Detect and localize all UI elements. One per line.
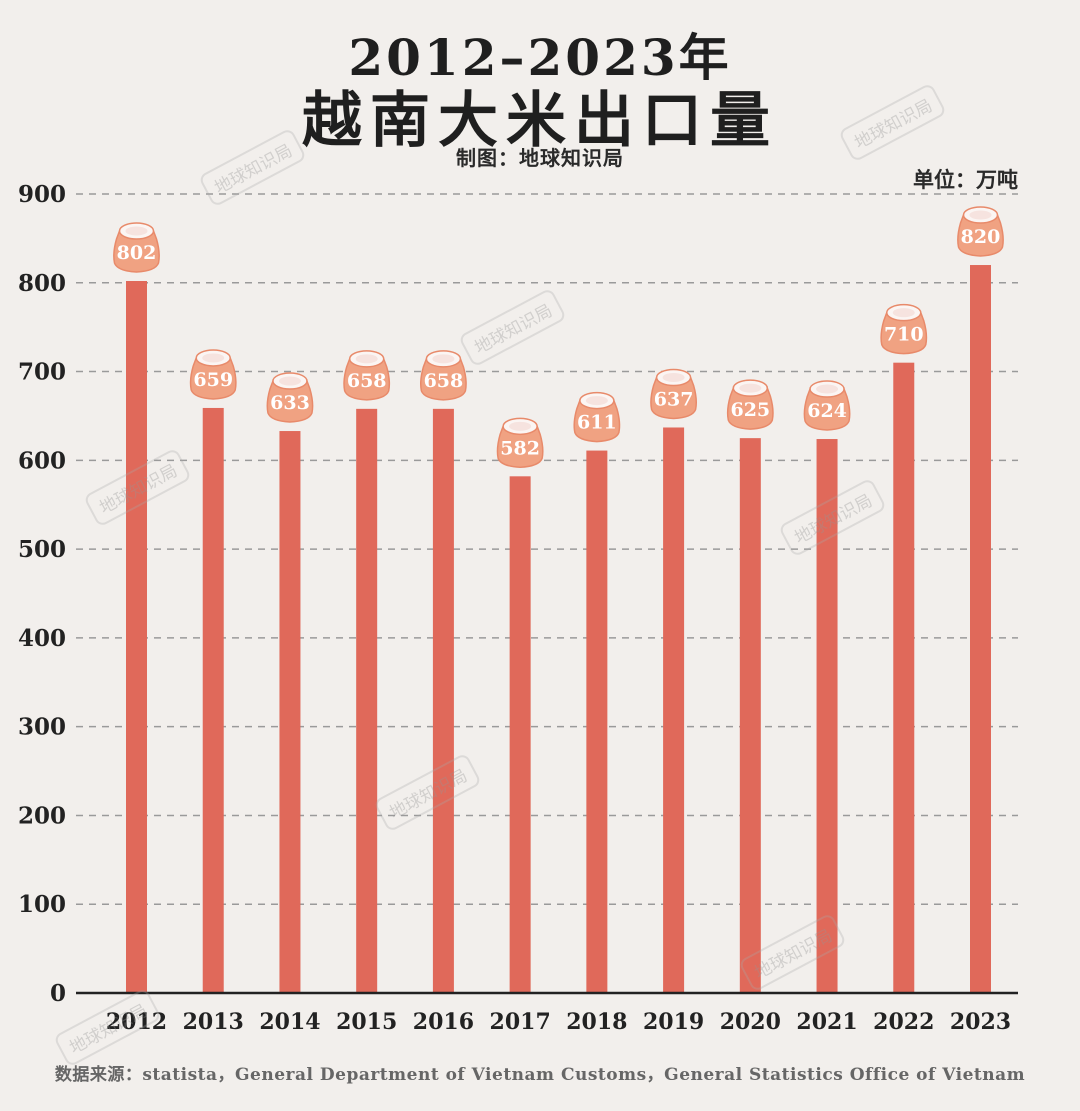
rice-bag-2020: 625 [726, 379, 774, 430]
data-label-2013: 659 [193, 369, 233, 391]
rice-grains-inner [432, 354, 455, 364]
x-tick-label: 2015 [336, 1009, 397, 1035]
rice-bag-2015: 658 [343, 350, 391, 401]
bar-2016 [432, 408, 454, 993]
data-label-2014: 633 [270, 392, 310, 414]
y-tick-label: 400 [18, 625, 66, 652]
y-tick-label: 200 [18, 802, 66, 829]
x-tick-label: 2018 [566, 1009, 627, 1035]
y-tick-label: 700 [18, 359, 66, 386]
rice-grains-inner [739, 383, 762, 393]
x-tick-label: 2022 [873, 1009, 934, 1035]
chart-title-line2: 越南大米出口量 [302, 86, 778, 156]
bar-2013 [202, 407, 224, 993]
x-tick-label: 2019 [643, 1009, 704, 1035]
data-label-2018: 611 [577, 412, 617, 434]
data-label-2023: 820 [961, 226, 1001, 248]
x-tick-label: 2014 [259, 1009, 320, 1035]
x-tick-label: 2020 [720, 1009, 781, 1035]
data-label-2022: 710 [884, 324, 924, 346]
data-label-2019: 637 [654, 388, 694, 410]
rice-bag-2017: 582 [496, 417, 544, 469]
rice-bag-2014: 633 [266, 372, 314, 423]
rice-grains-inner [125, 226, 148, 236]
unit-label: 单位：万吨 [913, 168, 1018, 192]
data-source: 数据来源：statista，General Department of Viet… [54, 1065, 1026, 1085]
data-label-2020: 625 [730, 399, 770, 421]
rice-grains-inner [892, 308, 915, 318]
bar-2012 [126, 281, 147, 994]
rice-bag-labels: 802 659 633 658 658 582 611 637 625 624 710 820 [113, 206, 1004, 469]
bar-2018 [586, 450, 608, 994]
rice-grains-inner [278, 376, 301, 386]
rice-bag-2022: 710 [880, 303, 928, 355]
y-axis-ticks: 0 100 200 300 400 500 600 700 800 900 [18, 181, 66, 1007]
rice-bag-2019: 637 [650, 368, 697, 420]
bars [126, 265, 991, 994]
rice-grains-inner [969, 210, 992, 220]
x-tick-label: 2013 [183, 1009, 244, 1035]
x-tick-label: 2021 [796, 1009, 857, 1035]
chart-credit: 制图：地球知识局 [456, 146, 624, 170]
rice-bag-2016: 658 [420, 350, 467, 401]
rice-bag-2018: 611 [573, 391, 621, 443]
data-label-2015: 658 [347, 370, 387, 392]
y-tick-label: 800 [18, 270, 66, 297]
data-label-2016: 658 [424, 370, 464, 392]
x-tick-label: 2017 [490, 1009, 551, 1035]
rice-grains-inner [355, 354, 378, 364]
rice-grains-inner [662, 372, 685, 382]
x-tick-label: 2023 [950, 1009, 1011, 1035]
chart-title-line1: 2012–2023年 [348, 28, 732, 87]
y-tick-label: 100 [18, 891, 66, 918]
rice-bag-2023: 820 [957, 206, 1004, 257]
bar-2017 [509, 476, 531, 993]
x-tick-label: 2012 [106, 1009, 167, 1035]
y-tick-label: 300 [18, 714, 66, 741]
rice-grains-inner [202, 353, 225, 363]
bar-2022 [893, 362, 915, 994]
rice-bag-2012: 802 [113, 222, 160, 273]
data-label-2012: 802 [117, 242, 157, 264]
data-label-2021: 624 [807, 400, 847, 422]
bar-2020 [739, 438, 761, 993]
data-label-2017: 582 [500, 437, 540, 459]
bar-2014 [279, 431, 301, 994]
y-tick-label: 600 [18, 447, 66, 474]
rice-bag-2013: 659 [189, 349, 237, 400]
rice-grains-inner [816, 384, 839, 394]
y-tick-label: 0 [50, 980, 66, 1007]
rice-grains-inner [509, 421, 532, 431]
bar-2021 [816, 439, 838, 993]
bar-2023 [970, 265, 991, 993]
x-axis-ticks: 2012 2013 2014 2015 2016 2017 2018 2019 2020 2021… [106, 1009, 1011, 1035]
bar-2015 [356, 408, 378, 993]
y-tick-label: 900 [18, 181, 66, 208]
rice-grains-inner [585, 396, 608, 406]
y-tick-label: 500 [18, 536, 66, 563]
rice-bag-2021: 624 [803, 380, 851, 431]
x-tick-label: 2016 [413, 1009, 474, 1035]
bar-2019 [663, 427, 685, 993]
